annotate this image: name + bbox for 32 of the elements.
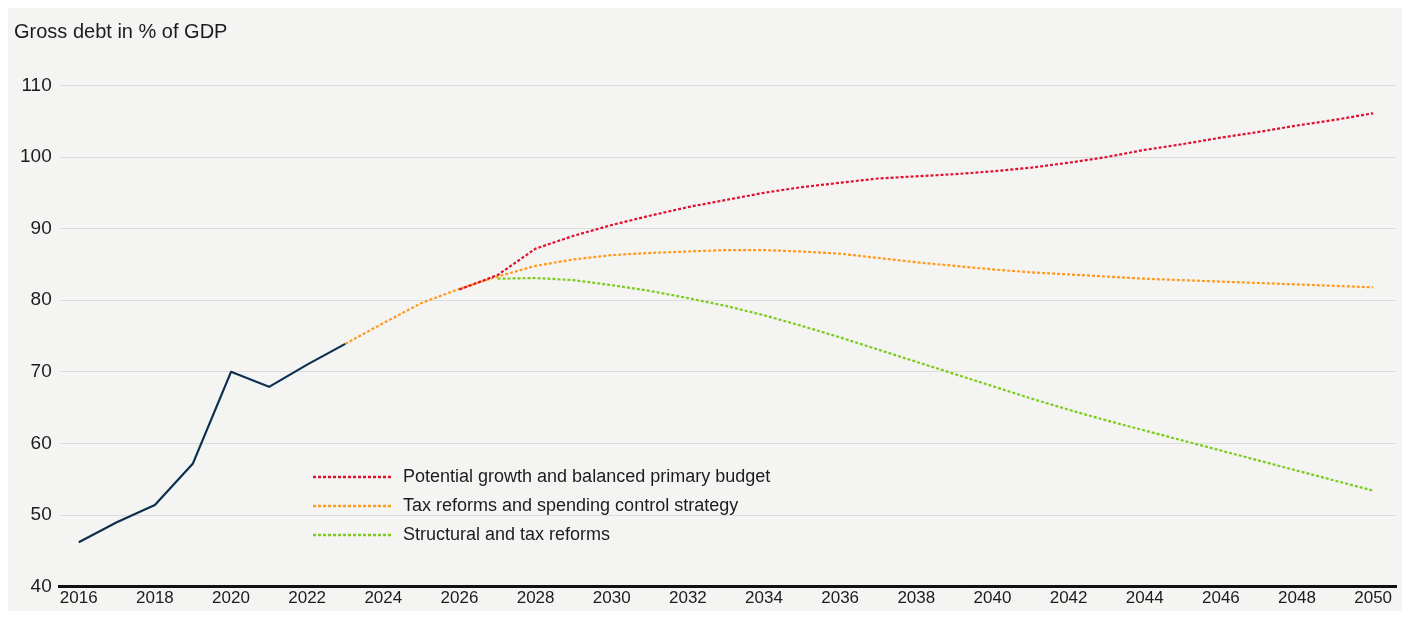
x-tick-label: 2038 <box>897 588 936 608</box>
x-tick-label: 2022 <box>288 588 327 608</box>
y-tick-label: 110 <box>21 73 52 95</box>
x-tick-label: 2026 <box>440 588 479 608</box>
legend-label: Potential growth and balanced primary budget <box>403 466 771 487</box>
x-tick-label: 2040 <box>973 588 1012 608</box>
legend-label: Structural and tax reforms <box>403 524 611 545</box>
y-tick-label: 70 <box>30 360 52 382</box>
x-tick-label: 2016 <box>59 588 98 608</box>
x-tick-label: 2024 <box>364 588 403 608</box>
x-tick-label: 2036 <box>821 588 860 608</box>
x-tick-label: 2044 <box>1125 588 1164 608</box>
y-tick-label: 80 <box>30 288 52 310</box>
x-tick-label: 2032 <box>668 588 707 608</box>
y-tick-label: 60 <box>30 431 52 453</box>
x-tick-label: 2028 <box>516 588 555 608</box>
y-tick-label: 40 <box>30 574 52 596</box>
y-tick-label: 50 <box>30 503 52 525</box>
line-series <box>458 112 1375 291</box>
x-tick-label: 2042 <box>1049 588 1088 608</box>
x-tick-label: 2046 <box>1201 588 1240 608</box>
x-tick-label: 2050 <box>1354 588 1393 608</box>
y-tick-label: 100 <box>20 145 52 167</box>
line-series <box>344 248 1375 345</box>
x-tick-label: 2020 <box>212 588 250 608</box>
x-tick-label: 2018 <box>135 588 174 608</box>
x-tick-label: 2034 <box>745 588 783 608</box>
legend-label: Tax reforms and spending control strategy <box>403 495 739 516</box>
y-tick-label: 90 <box>30 216 52 238</box>
x-tick-label: 2048 <box>1278 588 1316 608</box>
y-axis-title: Gross debt in % of GDP <box>14 20 228 43</box>
x-tick-label: 2030 <box>592 588 631 608</box>
